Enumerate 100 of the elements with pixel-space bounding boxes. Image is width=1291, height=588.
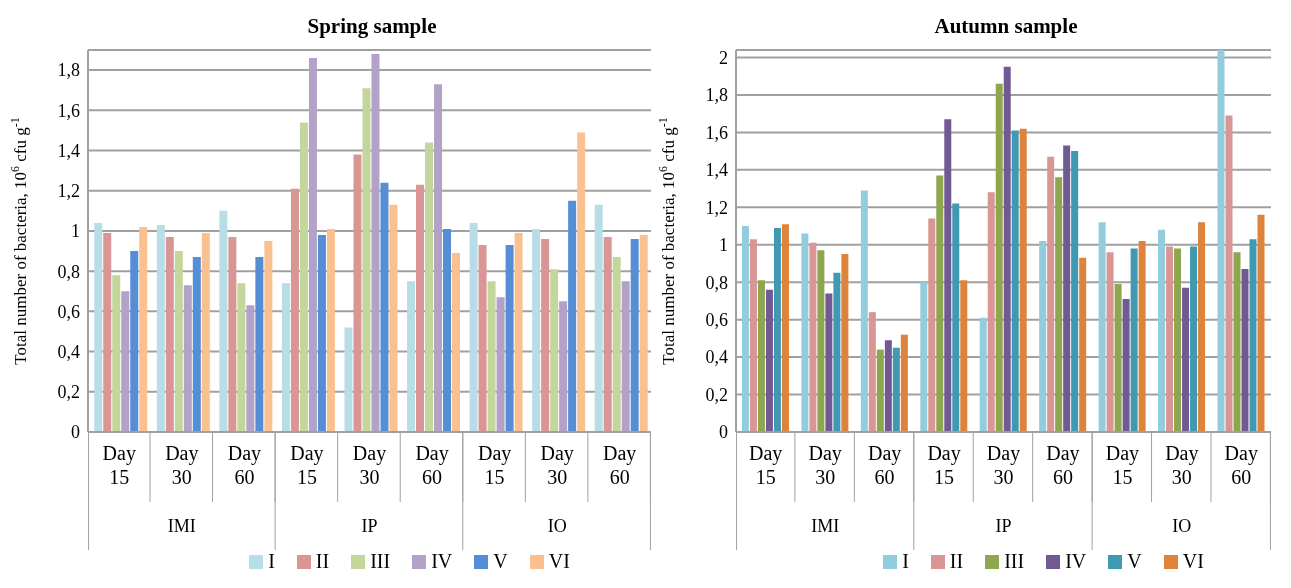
- bar: [416, 184, 425, 432]
- bar: [1182, 287, 1190, 432]
- legend-label: II: [949, 550, 964, 573]
- legend-label: VI: [1182, 550, 1204, 573]
- bar: [876, 349, 884, 432]
- x-tick-label: Day 60: [1224, 442, 1258, 488]
- bar: [781, 224, 789, 432]
- y-tick-label: 1,4: [705, 160, 728, 181]
- bar: [1138, 241, 1146, 432]
- bar: [201, 232, 210, 432]
- bar: [612, 257, 621, 432]
- bar: [860, 190, 868, 432]
- text: IMI: [167, 516, 196, 536]
- bar: [156, 224, 165, 432]
- bar: [1063, 145, 1071, 432]
- bar: [469, 222, 478, 432]
- x-tick-label: Day 60: [415, 442, 449, 488]
- text: IP: [361, 516, 378, 536]
- x-tick-label: Day 15: [477, 442, 512, 488]
- bar: [434, 84, 443, 432]
- bar: [928, 218, 936, 432]
- bar: [809, 242, 817, 432]
- bar: [833, 272, 841, 432]
- bar: [1106, 252, 1114, 432]
- bar: [1198, 222, 1206, 432]
- legend-label: II: [315, 550, 330, 573]
- bar: [192, 257, 201, 432]
- bar: [219, 210, 228, 432]
- text: IO: [1172, 516, 1192, 536]
- bar: [344, 327, 353, 432]
- bar: [1039, 241, 1047, 432]
- x-tick-label: Day 60: [1046, 442, 1080, 488]
- legend-label: V: [1127, 550, 1142, 573]
- bar: [1130, 248, 1138, 432]
- bar: [979, 317, 987, 432]
- chart-title: Autumn sample: [933, 14, 1079, 39]
- y-tick-label: 1,8: [57, 60, 80, 81]
- bar: [801, 233, 809, 432]
- bar: [568, 200, 577, 432]
- bar: [94, 222, 103, 432]
- text: IO: [547, 516, 567, 536]
- bar: [639, 234, 648, 432]
- bar: [952, 203, 960, 432]
- bar: [362, 88, 371, 432]
- x-tick-label: Day 30: [986, 442, 1021, 488]
- y-tick-label: 0,6: [705, 310, 728, 331]
- bar: [765, 289, 773, 432]
- bar: [1225, 115, 1233, 432]
- bar: [1174, 248, 1182, 432]
- bar: [228, 236, 237, 432]
- bar: [121, 291, 130, 432]
- bar: [139, 226, 148, 432]
- y-tick-label: 0,2: [705, 384, 728, 405]
- bar: [317, 234, 326, 432]
- text: IP: [995, 516, 1012, 536]
- bar: [452, 253, 461, 432]
- bar: [541, 238, 550, 432]
- chart-title: Spring sample: [306, 14, 438, 39]
- bar: [987, 192, 995, 432]
- bar: [550, 269, 559, 432]
- bar: [264, 241, 273, 432]
- bar: [621, 281, 630, 432]
- y-tick-label: 1,6: [57, 100, 80, 121]
- bar: [1047, 156, 1055, 432]
- bar: [1071, 151, 1079, 432]
- bar: [246, 305, 255, 432]
- bar: [817, 250, 825, 432]
- legend-label: I: [268, 550, 275, 573]
- y-tick-label: 0: [719, 422, 728, 443]
- bar: [1257, 214, 1265, 432]
- bar: [308, 58, 317, 432]
- bar: [1122, 299, 1130, 432]
- x-tick-label: Day 30: [540, 442, 574, 488]
- y-tick-label: 1: [719, 235, 728, 256]
- x-tick-label: Day 15: [102, 442, 136, 488]
- bar: [353, 154, 362, 432]
- bar: [237, 283, 246, 432]
- y-tick-label: 1,6: [705, 122, 728, 143]
- bar: [478, 245, 487, 432]
- x-tick-label: Day 60: [227, 442, 262, 488]
- y-tick-label: 0,2: [57, 382, 80, 403]
- y-tick-label: 0,4: [57, 341, 80, 362]
- y-tick-label: 2: [719, 47, 728, 68]
- x-tick-label: Day 30: [352, 442, 387, 488]
- bar: [773, 227, 781, 432]
- bar: [1079, 257, 1087, 432]
- legend-label: V: [493, 550, 508, 573]
- bar: [425, 142, 434, 432]
- bar: [389, 204, 398, 432]
- bar: [757, 280, 765, 432]
- legend-label: III: [1004, 550, 1025, 573]
- bar: [1098, 222, 1106, 432]
- x-tick-label: Day 15: [749, 442, 783, 488]
- bar: [255, 257, 264, 432]
- bar: [174, 251, 183, 432]
- bar: [900, 334, 908, 432]
- bar: [1166, 246, 1174, 432]
- bar: [130, 251, 139, 432]
- bar: [995, 83, 1003, 432]
- bar: [103, 232, 112, 432]
